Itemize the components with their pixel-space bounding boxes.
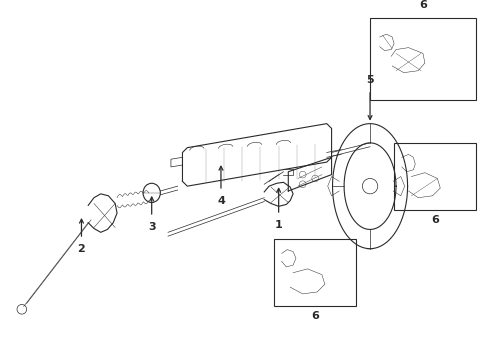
- Text: 1: 1: [275, 220, 283, 230]
- Bar: [394, 143, 476, 210]
- Text: 4: 4: [217, 196, 225, 206]
- Bar: [274, 239, 356, 306]
- Text: 2: 2: [77, 244, 85, 254]
- Text: 3: 3: [148, 222, 155, 232]
- Text: 6: 6: [419, 0, 427, 10]
- Text: 6: 6: [311, 311, 319, 321]
- Bar: [370, 18, 476, 100]
- Text: 6: 6: [431, 215, 439, 225]
- Text: 5: 5: [366, 75, 374, 85]
